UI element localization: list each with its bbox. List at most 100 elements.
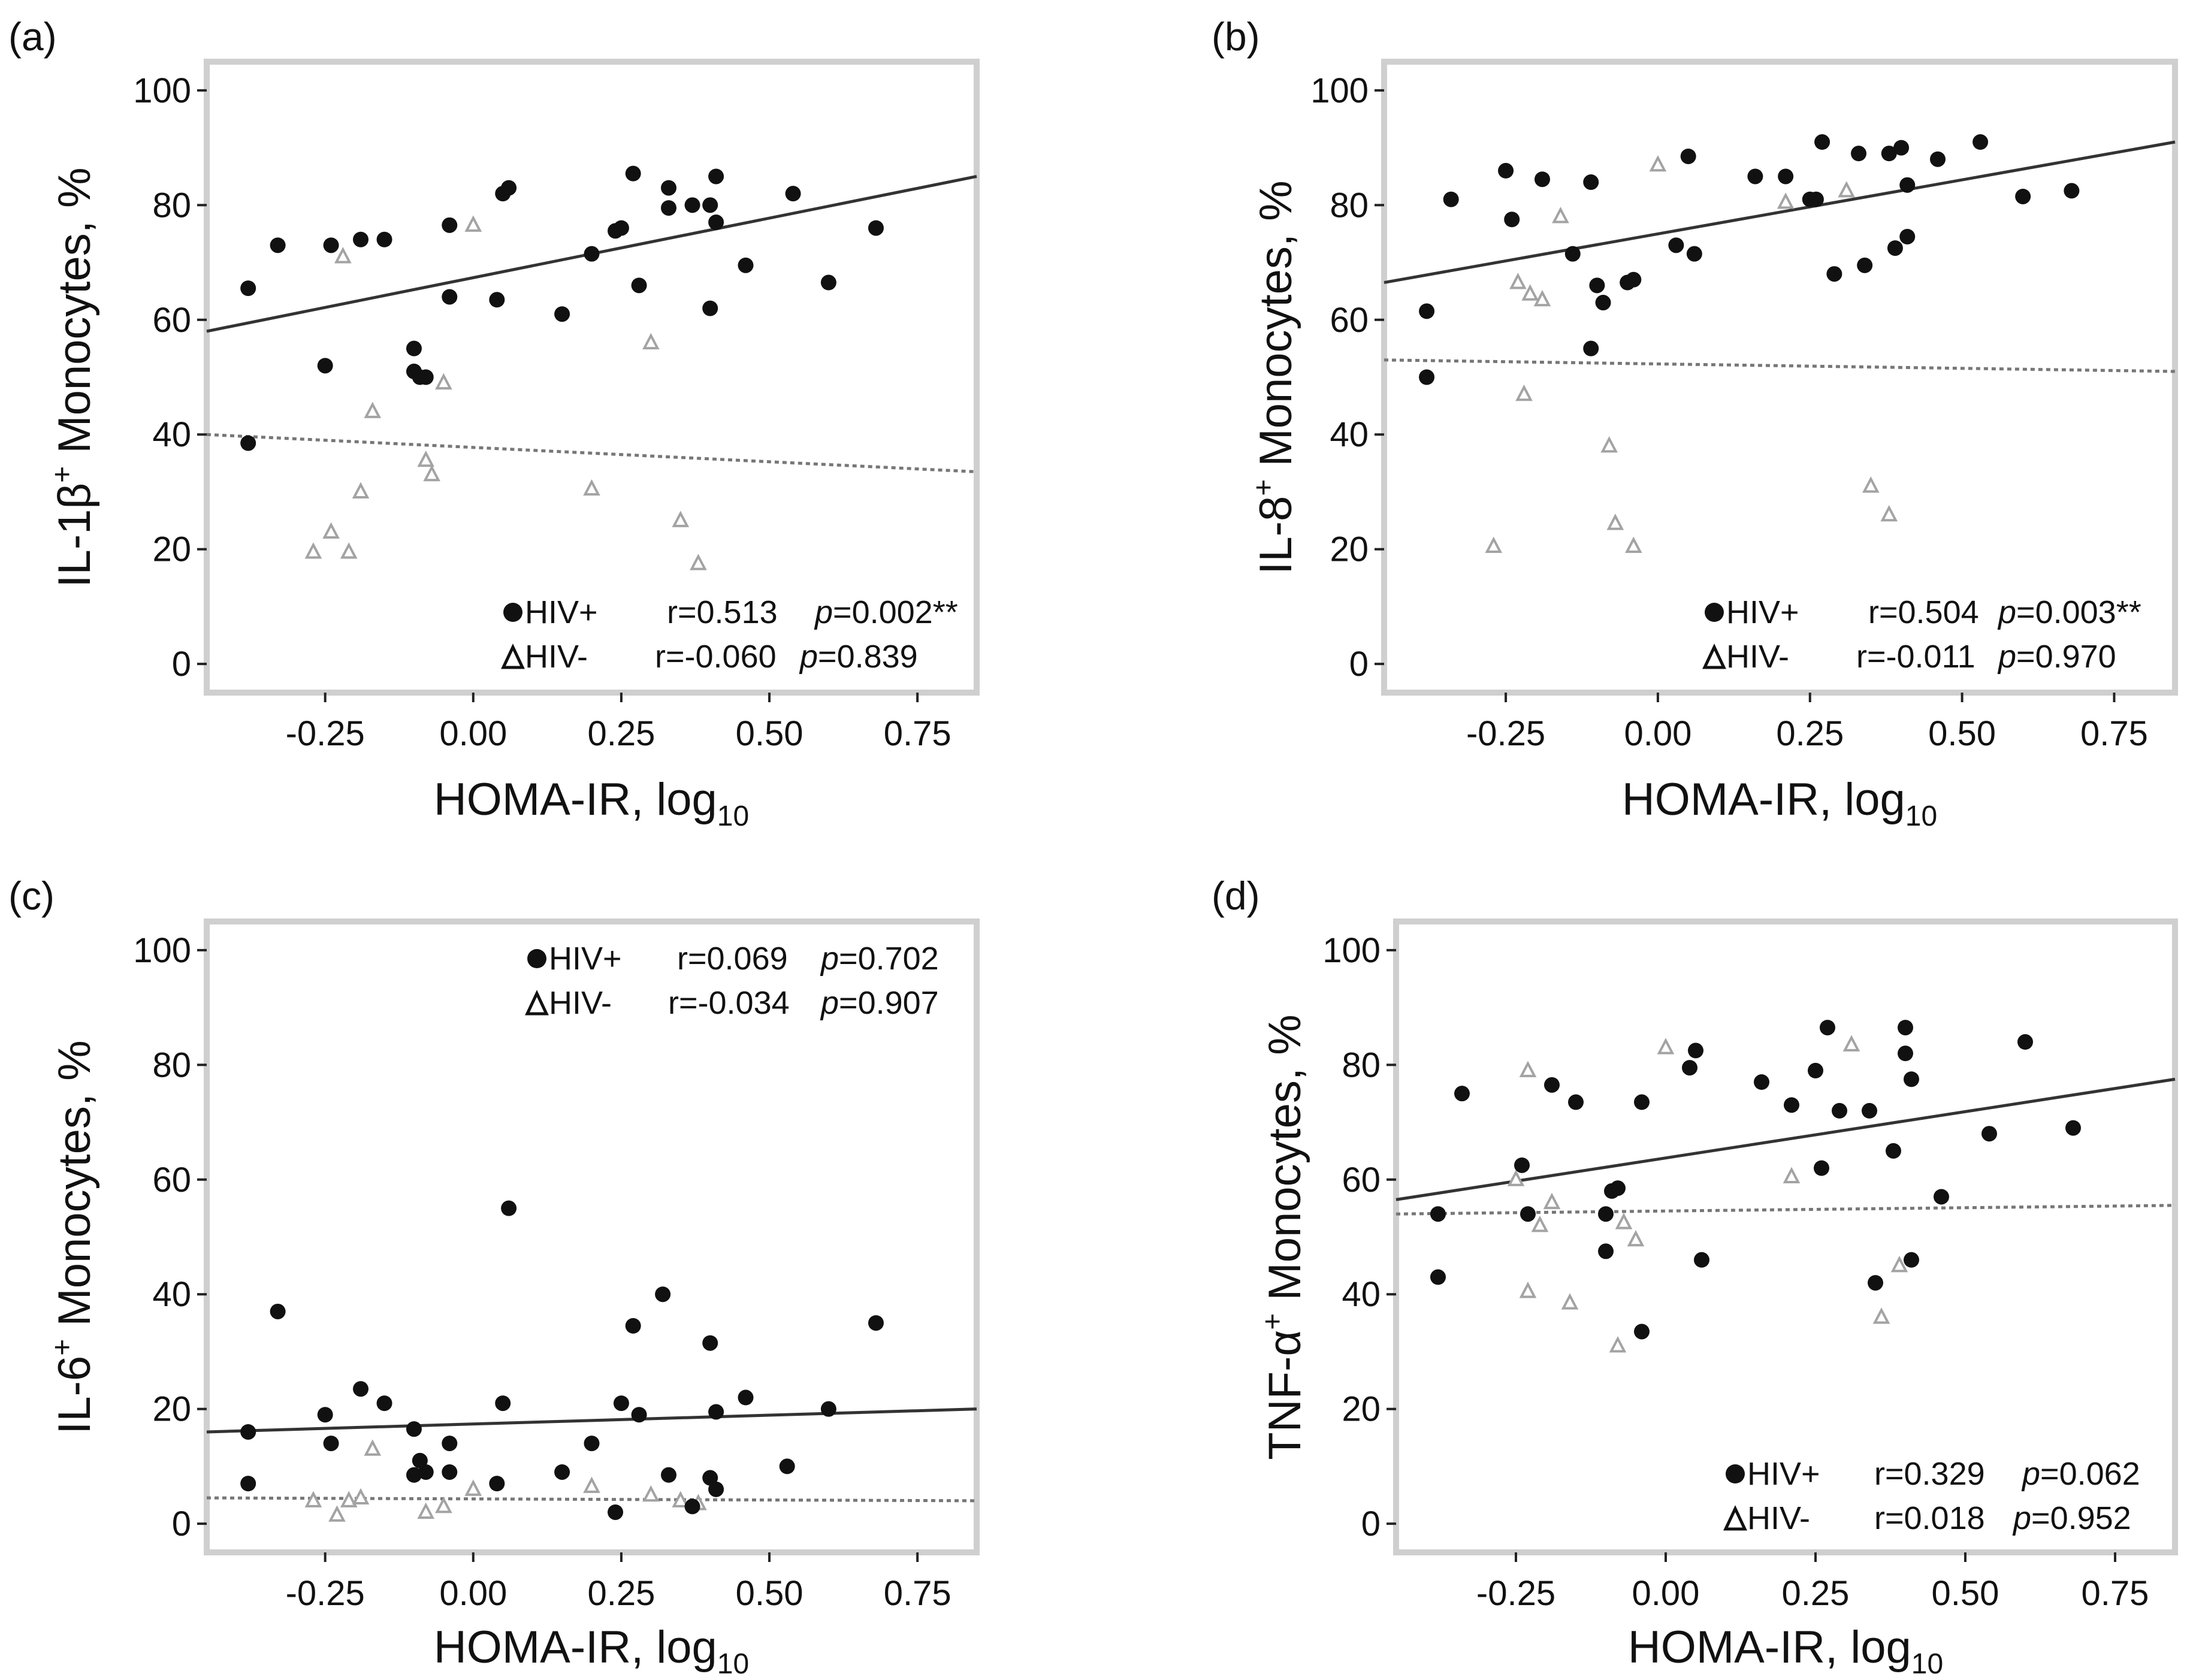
panel-c-ytick-label-100: 100	[133, 931, 191, 970]
panel-b-hivpos-point-9	[1589, 277, 1605, 294]
panel-d-legend-hivneg-marker	[1723, 1505, 1747, 1531]
panel-b-hivpos-point-21	[1826, 266, 1842, 282]
panel-b-hivpos-point-24	[1881, 146, 1897, 162]
panel-b-hivneg-point-7	[1606, 513, 1624, 530]
panel-c-hivpos-point-31	[820, 1401, 836, 1417]
panel-b-hivpos-point-4	[1504, 211, 1520, 228]
panel-b-fit-line-hivpos	[1384, 140, 2176, 285]
panel-c-hivpos-point-4	[323, 1436, 339, 1452]
panel-d-hivneg-point-0	[1507, 1170, 1525, 1186]
panel-c-hivpos-point-26	[702, 1335, 718, 1351]
panel-d-hivpos-point-13	[1682, 1060, 1697, 1076]
panel-d-hivneg-point-5	[1561, 1293, 1579, 1310]
panel-b-hivneg-point-13	[1880, 504, 1898, 522]
panel-c-legend-hivpos-p: p=0.702	[820, 941, 939, 977]
panel-d-fit-lines	[1395, 1077, 2176, 1216]
panel-a-hivpos-point-4	[353, 231, 368, 247]
panel-b-hivpos-point-5	[1534, 171, 1550, 188]
panel-d-xtick-label-0: -0.25	[1476, 1574, 1555, 1613]
panel-b-legend-hivneg-r: r=-0.011	[1856, 639, 1975, 675]
panel-b-plot-frame	[1381, 59, 2178, 696]
panel-b-letter: (b)	[1212, 14, 1260, 59]
panel-d-hivneg-point-10	[1783, 1167, 1801, 1183]
panel-a-hivpos-point-9	[418, 369, 434, 385]
panel-d-hivpos-point-30	[1981, 1126, 1997, 1142]
panel-a-hivpos-point-5	[376, 231, 392, 247]
panel-b-hivneg-point-5	[1552, 207, 1569, 223]
panel-d-legend-hivpos-r: r=0.329	[1874, 1456, 1985, 1492]
panel-a-hivneg-point-1	[322, 522, 340, 539]
panel-b-hivneg-point-8	[1625, 536, 1642, 553]
panel-c-ytick-label-0: 0	[172, 1504, 191, 1543]
panel-c-plot-frame	[204, 918, 980, 1555]
panel-a-fit-lines	[206, 175, 977, 473]
panel-c-hivpos-point-8	[406, 1467, 422, 1483]
panel-a-fit-line-hivneg	[206, 433, 977, 473]
panel-d-hivpos-point-29	[1934, 1189, 1949, 1205]
panel-b: (b) 0 20 40 60 80 100 -0.25 0.00 0.25 0.50 0.75 I…	[1212, 14, 2178, 832]
panel-a-xtick-label-3: 0.50	[736, 714, 803, 753]
panel-a-hivneg-point-9	[464, 215, 482, 232]
panel-a-ytick-label-100: 100	[133, 71, 191, 110]
panel-d-hivpos-point-28	[1904, 1252, 1919, 1268]
panel-b-hivpos-point-32	[2064, 183, 2080, 199]
panel-c-hivpos-point-2	[270, 1303, 286, 1319]
panel-c-legend-hivneg-p: p=0.907	[820, 985, 939, 1021]
panel-a-legend-hivneg-marker	[501, 643, 525, 669]
panel-d-legend: HIV+ r=0.329 p=0.062 HIV- r=0.018 p=0.95…	[1723, 1456, 2140, 1536]
panel-b-hivneg-point-10	[1777, 192, 1795, 209]
panel-c-legend-hivneg-r: r=-0.034	[668, 985, 790, 1021]
panel-b-hivneg-point-11	[1838, 181, 1855, 198]
panel-d-hivneg-point-13	[1890, 1256, 1908, 1273]
panel-c-hivpos-point-7	[406, 1421, 422, 1437]
panel-c-hivneg-point-5	[417, 1502, 435, 1519]
panel-a-hivpos-point-15	[554, 306, 570, 322]
panel-c-hivneg-point-8	[583, 1476, 600, 1493]
panel-c-fit-line-hivneg	[206, 1496, 977, 1503]
panel-d-fit-line-hivpos	[1395, 1077, 2176, 1201]
panel-b-ytick-label-100: 100	[1310, 71, 1369, 110]
panel-b-hivpos-point-0	[1419, 303, 1435, 319]
panel-b-hivneg-point-12	[1862, 476, 1880, 493]
panel-b-y-axis: 0 20 40 60 80 100	[1310, 71, 1384, 684]
panel-c-legend-hivpos-marker	[527, 949, 546, 968]
panel-d-y-axis: 0 20 40 60 80 100	[1322, 931, 1396, 1543]
panel-a-hivpos-point-1	[270, 237, 286, 253]
panel-c-hivpos-point-29	[738, 1389, 754, 1406]
panel-d-x-axis-label: HOMA-IR, log10	[1628, 1622, 1943, 1680]
panel-c-ytick-label-60: 60	[152, 1161, 191, 1199]
panel-a-ytick-label-60: 60	[152, 301, 191, 340]
panel-a-y-axis: 0 20 40 60 80 100	[133, 71, 207, 684]
panel-d-hivpos-point-15	[1694, 1252, 1709, 1268]
panel-a-hivpos-point-22	[661, 200, 676, 216]
panel-b-hivpos-point-13	[1668, 237, 1684, 253]
panel-c-xtick-label-3: 0.50	[736, 1574, 803, 1613]
panel-c-fit-lines	[206, 1407, 977, 1503]
panel-a-hivpos-point-12	[489, 292, 505, 308]
panel-c-hivneg-point-10	[672, 1491, 690, 1507]
panel-d-plot-frame	[1393, 918, 2178, 1555]
panel-d-ytick-label-60: 60	[1342, 1161, 1381, 1199]
panel-c-hivpos-point-1	[240, 1476, 256, 1492]
panel-b-data-points	[1419, 134, 2080, 553]
panel-a-hivpos-point-24	[702, 300, 718, 316]
panel-b-ytick-label-20: 20	[1330, 530, 1369, 569]
panel-b-hivpos-point-27	[1899, 177, 1916, 193]
panel-b-legend-hivneg-marker	[1702, 643, 1726, 669]
panel-c-hivpos-point-16	[554, 1464, 570, 1480]
panel-b-legend-hivpos-p: p=0.003**	[1997, 594, 2141, 630]
panel-c-ytick-label-80: 80	[152, 1046, 191, 1084]
panel-d-hivpos-point-4	[1520, 1206, 1536, 1222]
panel-a-xtick-label-2: 0.25	[587, 714, 655, 753]
panel-d-hivpos-point-3	[1514, 1157, 1530, 1173]
panel-d-hivpos-point-22	[1862, 1102, 1877, 1119]
panel-b-legend-hivneg-p: p=0.970	[1997, 639, 2116, 675]
panel-c-hivneg-point-1	[328, 1505, 346, 1522]
panel-c-x-axis-label: HOMA-IR, log10	[434, 1622, 749, 1680]
panel-c-hivpos-point-13	[489, 1476, 505, 1492]
panel-c-y-axis-label: IL-6+ Monocytes, %	[47, 1040, 100, 1434]
panel-b-hivpos-point-25	[1887, 240, 1903, 256]
panel-c-xtick-label-1: 0.00	[439, 1574, 507, 1613]
panel-b-hivpos-point-14	[1680, 148, 1696, 164]
panel-a-y-axis-label: IL-1β+ Monocytes, %	[47, 167, 100, 587]
